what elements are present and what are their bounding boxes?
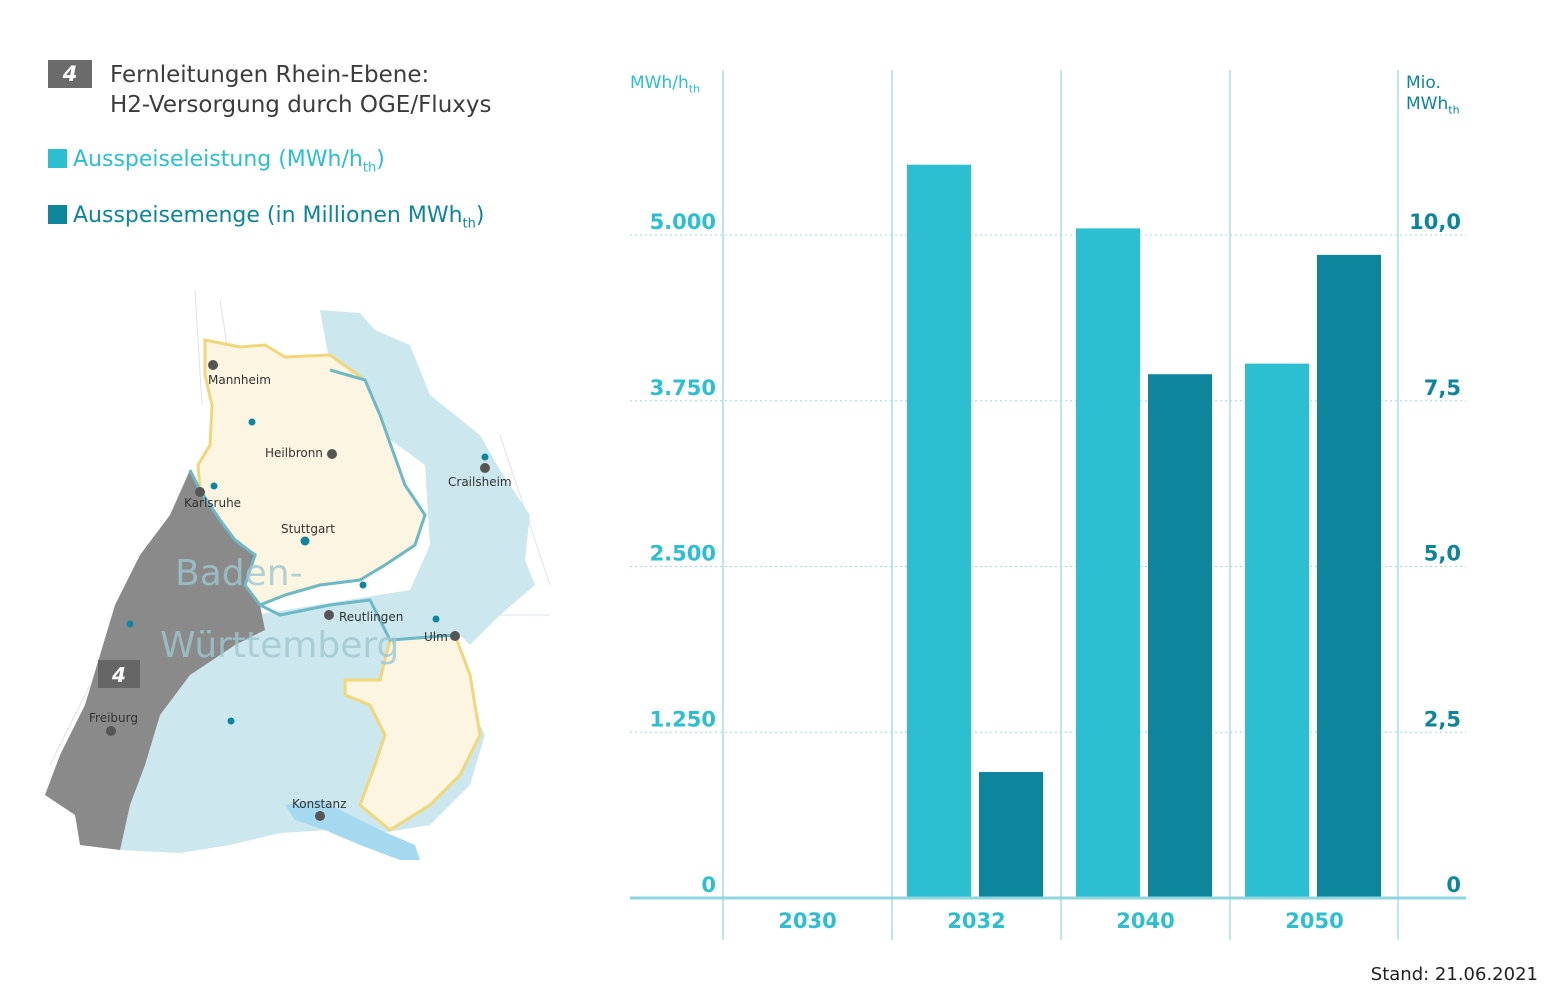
unit-main: MWh/h (630, 73, 689, 93)
map-region-label-2: Württemberg (160, 625, 399, 666)
legend-sub: th (362, 160, 377, 176)
legend-item-menge: Ausspeisemenge (in Millionen MWhth) (48, 203, 484, 231)
y-right-tick-label: 2,5 (1424, 707, 1461, 731)
x-tick-label: 2030 (778, 909, 836, 933)
y-right-tick-label: 10,0 (1409, 210, 1461, 234)
y-right-tick-label: 5,0 (1424, 542, 1461, 566)
legend-swatch (48, 149, 67, 168)
section-badge: 4 (48, 60, 92, 88)
map-badge: 4 (111, 663, 126, 687)
city-label: Karlsruhe (184, 496, 241, 510)
map-region-rhein (45, 470, 265, 850)
legend-label: Ausspeisemenge (in Millionen MWh (73, 203, 463, 228)
bar-ausspeiseleistung (1245, 363, 1309, 898)
city-label: Freiburg (89, 711, 138, 725)
legend-sub: th (462, 216, 476, 232)
city-label: Mannheim (208, 373, 271, 387)
bar-ausspeiseleistung (1076, 228, 1140, 898)
date-stamp: Stand: 21.06.2021 (1370, 964, 1538, 985)
region-map: Baden- Württemberg 4 Mannheim Heilbronn … (45, 289, 551, 860)
y-left-tick-label: 3.750 (650, 376, 716, 400)
x-tick-label: 2050 (1285, 909, 1343, 933)
map-pipeline-border (188, 368, 427, 607)
map-station-dots (126, 418, 489, 725)
y-right-tick-label: 7,5 (1424, 376, 1461, 400)
y-left-unit: MWh/hth (630, 73, 700, 99)
y-left-tick-label: 2.500 (650, 542, 716, 566)
bar-ausspeiseleistung (907, 164, 971, 899)
x-tick-label: 2040 (1116, 909, 1174, 933)
city-label: Crailsheim (448, 475, 512, 489)
city-label: Reutlingen (339, 610, 403, 624)
chart-bars (907, 164, 1381, 899)
legend-swatch (48, 205, 67, 224)
unit-sub: th (1448, 103, 1460, 117)
bar-ausspeisemenge (1148, 374, 1212, 899)
unit-line1: Mio. (1406, 73, 1441, 93)
y-left-tick-label: 1.250 (650, 707, 716, 731)
city-label: Heilbronn (265, 446, 323, 460)
map-badge-bg (98, 660, 140, 688)
chart-axes: 0 0 1.250 2,5 2.500 5,0 3.750 7,5 5.000 10,0 2030 2… (630, 210, 1466, 933)
bar-chart: 0 0 1.250 2,5 2.500 5,0 3.750 7,5 5.000 10,0 2030 2… (630, 70, 1466, 940)
title-line-2: H2-Versorgung durch OGE/Fluxys (110, 92, 492, 118)
map-region-label-1: Baden- (175, 553, 303, 594)
bar-ausspeisemenge (979, 772, 1043, 898)
legend-suffix: ) (475, 203, 485, 228)
chart-title: Fernleitungen Rhein-Ebene: H2-Versorgung… (110, 60, 491, 120)
map-pipeline-border-2 (259, 598, 456, 642)
city-label: Stuttgart (281, 522, 335, 536)
city-label: Ulm (424, 630, 448, 644)
unit-main: MWh (1406, 94, 1449, 114)
legend-item-leistung: Ausspeiseleistung (MWh/hth) (48, 147, 385, 175)
unit-sub: th (688, 82, 701, 96)
city-label: Konstanz (292, 797, 346, 811)
y-right-unit: Mio. MWhth (1406, 73, 1460, 120)
bar-ausspeisemenge (1317, 254, 1381, 898)
y-left-tick-label: 0 (701, 873, 716, 897)
title-line-1: Fernleitungen Rhein-Ebene: (110, 62, 430, 88)
y-right-tick-label: 0 (1446, 873, 1461, 897)
x-tick-label: 2032 (947, 909, 1005, 933)
map-region-southeast (343, 633, 482, 832)
map-cities: Mannheim Heilbronn Crailsheim Karlsruhe … (89, 360, 512, 821)
legend-suffix: ) (376, 147, 385, 172)
legend-label: Ausspeiseleistung (MWh/h (73, 147, 363, 172)
y-left-tick-label: 5.000 (650, 210, 716, 234)
